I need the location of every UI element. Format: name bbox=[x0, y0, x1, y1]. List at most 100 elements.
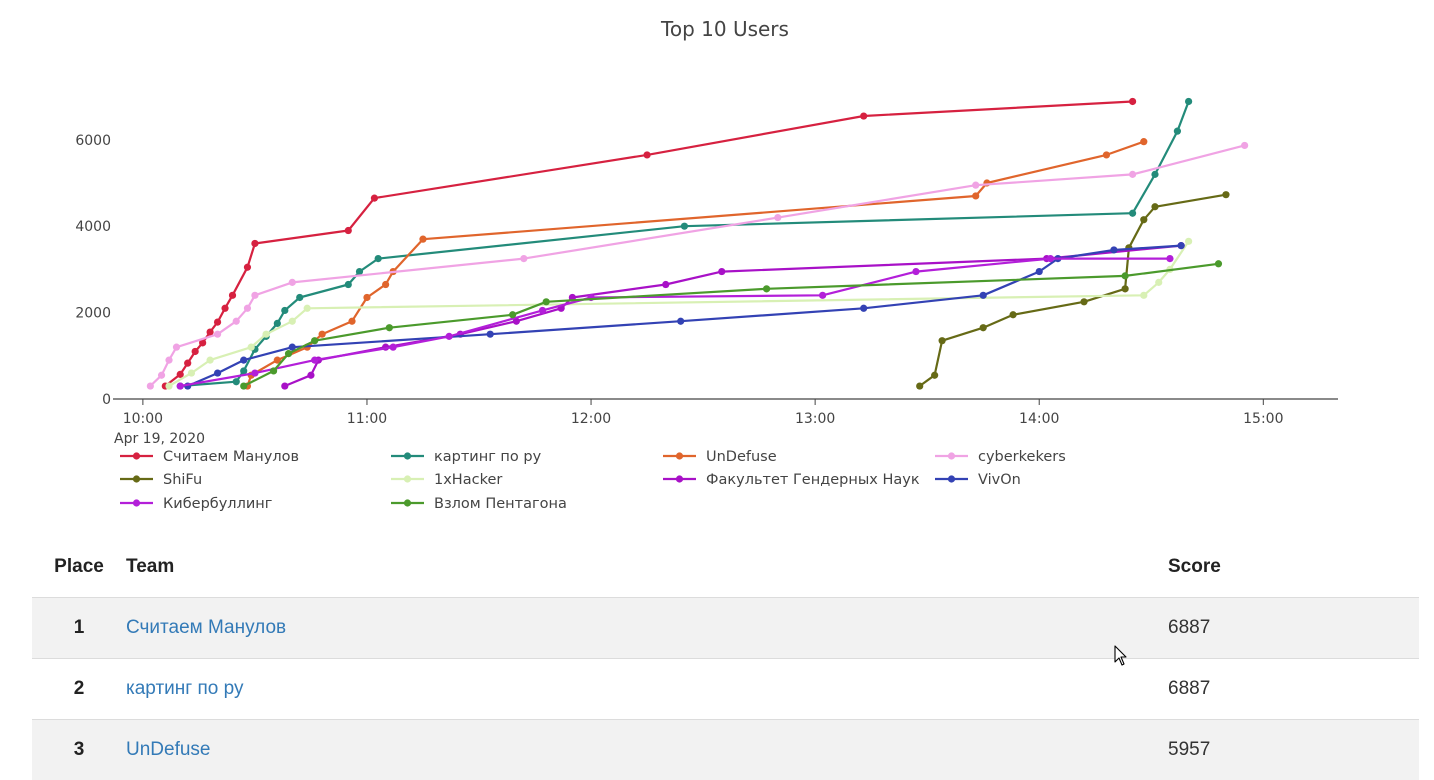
data-point[interactable] bbox=[307, 372, 314, 379]
data-point[interactable] bbox=[158, 372, 165, 379]
legend-item[interactable]: cyberkekers bbox=[935, 449, 1066, 465]
data-point[interactable] bbox=[281, 382, 288, 389]
team-link[interactable]: UnDefuse bbox=[126, 739, 211, 760]
data-point[interactable] bbox=[931, 372, 938, 379]
data-point[interactable] bbox=[662, 281, 669, 288]
data-point[interactable] bbox=[348, 318, 355, 325]
data-point[interactable] bbox=[296, 294, 303, 301]
data-point[interactable] bbox=[285, 350, 292, 357]
data-point[interactable] bbox=[214, 331, 221, 338]
score-column-header[interactable]: Score bbox=[1168, 537, 1419, 598]
data-point[interactable] bbox=[289, 279, 296, 286]
data-point[interactable] bbox=[263, 331, 270, 338]
data-point[interactable] bbox=[1129, 98, 1136, 105]
data-point[interactable] bbox=[1047, 255, 1054, 262]
data-point[interactable] bbox=[319, 331, 326, 338]
data-point[interactable] bbox=[1185, 98, 1192, 105]
data-point[interactable] bbox=[1178, 242, 1185, 249]
legend-item[interactable]: VivOn bbox=[935, 472, 1021, 488]
data-point[interactable] bbox=[1151, 203, 1158, 210]
legend-item[interactable]: Кибербуллинг bbox=[120, 496, 272, 512]
data-point[interactable] bbox=[774, 214, 781, 221]
data-point[interactable] bbox=[1103, 151, 1110, 158]
data-point[interactable] bbox=[819, 292, 826, 299]
data-point[interactable] bbox=[1155, 279, 1162, 286]
data-point[interactable] bbox=[188, 369, 195, 376]
data-point[interactable] bbox=[274, 320, 281, 327]
data-point[interactable] bbox=[763, 285, 770, 292]
data-point[interactable] bbox=[718, 268, 725, 275]
data-point[interactable] bbox=[229, 292, 236, 299]
legend-item[interactable]: ShiFu bbox=[120, 472, 202, 488]
data-point[interactable] bbox=[1036, 268, 1043, 275]
legend-item[interactable]: Факультет Гендерных Наук bbox=[663, 472, 920, 488]
data-point[interactable] bbox=[1009, 311, 1016, 318]
data-point[interactable] bbox=[520, 255, 527, 262]
data-point[interactable] bbox=[270, 367, 277, 374]
team-link[interactable]: Считаем Манулов bbox=[126, 617, 286, 638]
data-point[interactable] bbox=[184, 360, 191, 367]
data-point[interactable] bbox=[251, 369, 258, 376]
data-point[interactable] bbox=[240, 382, 247, 389]
data-point[interactable] bbox=[386, 324, 393, 331]
data-point[interactable] bbox=[916, 382, 923, 389]
data-point[interactable] bbox=[1166, 255, 1173, 262]
team-link[interactable]: картинг по ру bbox=[126, 678, 243, 699]
data-point[interactable] bbox=[1185, 238, 1192, 245]
data-point[interactable] bbox=[972, 182, 979, 189]
data-point[interactable] bbox=[165, 382, 172, 389]
data-point[interactable] bbox=[221, 305, 228, 312]
data-point[interactable] bbox=[345, 281, 352, 288]
data-point[interactable] bbox=[240, 367, 247, 374]
data-point[interactable] bbox=[1122, 272, 1129, 279]
legend-item[interactable]: Взлом Пентагона bbox=[391, 496, 567, 512]
data-point[interactable] bbox=[147, 382, 154, 389]
data-point[interactable] bbox=[1174, 128, 1181, 135]
data-point[interactable] bbox=[1110, 246, 1117, 253]
data-point[interactable] bbox=[375, 255, 382, 262]
data-point[interactable] bbox=[1241, 142, 1248, 149]
data-point[interactable] bbox=[446, 333, 453, 340]
data-point[interactable] bbox=[363, 294, 370, 301]
data-point[interactable] bbox=[1080, 298, 1087, 305]
data-point[interactable] bbox=[192, 348, 199, 355]
data-point[interactable] bbox=[214, 369, 221, 376]
data-point[interactable] bbox=[371, 195, 378, 202]
data-point[interactable] bbox=[251, 240, 258, 247]
data-point[interactable] bbox=[543, 298, 550, 305]
data-point[interactable] bbox=[419, 236, 426, 243]
data-point[interactable] bbox=[980, 292, 987, 299]
data-point[interactable] bbox=[681, 223, 688, 230]
data-point[interactable] bbox=[1140, 138, 1147, 145]
legend-item[interactable]: UnDefuse bbox=[663, 449, 777, 465]
data-point[interactable] bbox=[939, 337, 946, 344]
data-point[interactable] bbox=[251, 292, 258, 299]
data-point[interactable] bbox=[1129, 210, 1136, 217]
data-point[interactable] bbox=[860, 112, 867, 119]
data-point[interactable] bbox=[233, 318, 240, 325]
data-point[interactable] bbox=[1140, 292, 1147, 299]
data-point[interactable] bbox=[390, 344, 397, 351]
data-point[interactable] bbox=[233, 378, 240, 385]
data-point[interactable] bbox=[173, 344, 180, 351]
data-point[interactable] bbox=[248, 344, 255, 351]
data-point[interactable] bbox=[487, 331, 494, 338]
data-point[interactable] bbox=[980, 324, 987, 331]
data-point[interactable] bbox=[214, 319, 221, 326]
data-point[interactable] bbox=[311, 337, 318, 344]
data-point[interactable] bbox=[509, 311, 516, 318]
data-point[interactable] bbox=[1151, 171, 1158, 178]
data-point[interactable] bbox=[207, 357, 214, 364]
data-point[interactable] bbox=[177, 382, 184, 389]
data-point[interactable] bbox=[643, 151, 650, 158]
data-point[interactable] bbox=[972, 192, 979, 199]
data-point[interactable] bbox=[311, 357, 318, 364]
legend-item[interactable]: 1xHacker bbox=[391, 472, 502, 488]
data-point[interactable] bbox=[1222, 191, 1229, 198]
data-point[interactable] bbox=[539, 307, 546, 314]
legend-item[interactable]: картинг по ру bbox=[391, 449, 542, 465]
data-point[interactable] bbox=[289, 318, 296, 325]
data-point[interactable] bbox=[912, 268, 919, 275]
data-point[interactable] bbox=[1122, 285, 1129, 292]
data-point[interactable] bbox=[382, 281, 389, 288]
